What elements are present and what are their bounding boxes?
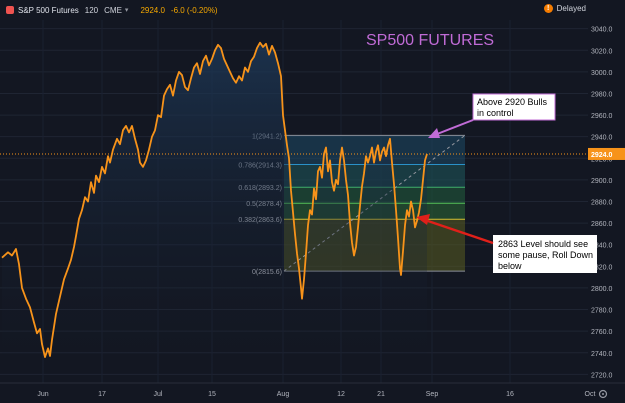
level-arrow-head (416, 214, 430, 225)
level-annotation[interactable]: 2863 Level should see some pause, Roll D… (416, 214, 597, 273)
level-annotation-line-2: some pause, Roll Down (498, 250, 593, 260)
time-tick-label: 17 (98, 391, 106, 398)
price-tick-label: 2760.0 (591, 329, 613, 336)
price-axis[interactable]: 3040.03020.03000.02980.02960.02940.02920… (588, 0, 625, 403)
price-area-fill (2, 42, 427, 383)
exchange-label: CME (104, 5, 122, 15)
price-series-line (1, 41, 428, 358)
price-tick-label: 3040.0 (591, 27, 613, 34)
bulls-arrow-head (428, 128, 440, 138)
time-tick-label: Jun (37, 391, 48, 398)
price-tick-label: 2820.0 (591, 264, 613, 271)
price-tick-label: 2860.0 (591, 221, 613, 228)
settings-gear-icon[interactable] (598, 389, 608, 399)
time-tick-label: Oct (585, 391, 596, 398)
time-tick-label: Jul (154, 391, 163, 398)
level-annotation-line-3: below (498, 261, 522, 271)
chart-title-overlay: SP500 FUTURES (366, 32, 494, 49)
price-line (1, 41, 428, 358)
time-tick-label: 12 (337, 391, 345, 398)
chart-header: S&P 500 Futures 120 CME ▾ 2924.0 -6.0 (-… (0, 0, 588, 20)
time-tick-label: 16 (506, 391, 514, 398)
level-arrow-shaft (424, 218, 494, 245)
time-tick-label: Aug (277, 391, 290, 398)
symbol-name[interactable]: S&P 500 Futures (18, 5, 79, 15)
price-tick-label: 2940.0 (591, 135, 613, 142)
clock-icon: ! (543, 4, 553, 13)
price-tick-label: 2780.0 (591, 308, 613, 315)
price-area (2, 42, 427, 383)
delayed-label: Delayed (556, 4, 586, 13)
price-tick-label: 2900.0 (591, 178, 613, 185)
delayed-badge: ! Delayed (543, 4, 586, 13)
bulls-annotation[interactable]: Above 2920 Bulls in control (428, 93, 556, 138)
bulls-annotation-line-2: in control (477, 108, 514, 118)
price-tick-label: 2840.0 (591, 243, 613, 250)
time-tick-label: 21 (377, 391, 385, 398)
price-tick-label: 2880.0 (591, 200, 613, 207)
price-tick-label: 3000.0 (591, 70, 613, 77)
bulls-arrow-shaft (431, 119, 474, 137)
chevron-down-icon[interactable]: ▾ (124, 7, 129, 14)
last-price: 2924.0 (140, 5, 165, 15)
time-tick-label: Sep (426, 391, 439, 398)
time-tick-label: 15 (208, 391, 216, 398)
last-price-badge (588, 147, 625, 160)
symbol-logo-icon (6, 6, 14, 14)
interval-label[interactable]: 120 (84, 5, 99, 15)
price-change: -6.0 (-0.20%) (170, 5, 218, 15)
level-annotation-line-1: 2863 Level should see (498, 239, 588, 249)
price-tick-label: 2740.0 (591, 351, 613, 358)
price-tick-label: 2800.0 (591, 286, 613, 293)
price-tick-label: 3020.0 (591, 48, 613, 55)
price-tick-label: 2720.0 (591, 372, 613, 379)
bulls-annotation-line-1: Above 2920 Bulls (477, 97, 548, 107)
price-axis-background (588, 0, 625, 403)
time-axis-background (0, 383, 625, 403)
price-tick-label: 2980.0 (591, 91, 613, 98)
price-tick-label: 2960.0 (591, 113, 613, 120)
last-price-badge-label: 2924.0 (591, 152, 613, 159)
time-axis[interactable]: Jun 17 Jul 15 Aug 12 21 Sep 16 Oct (0, 382, 625, 403)
